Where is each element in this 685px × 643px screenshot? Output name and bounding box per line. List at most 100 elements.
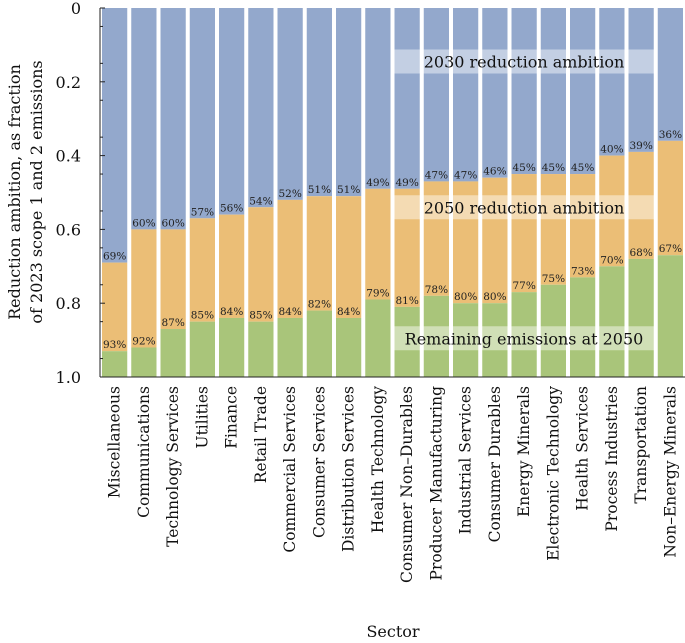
bar-2050-5: [248, 207, 274, 322]
category-label-12: Industrial Services: [457, 386, 475, 534]
category-label-14: Energy Minerals: [515, 386, 533, 517]
category-label-5: Retail Trade: [252, 386, 270, 483]
y-tick-label-4: 0.8: [56, 294, 81, 313]
category-label-2: Technology Services: [164, 386, 182, 547]
category-label-1: Communications: [135, 386, 153, 518]
label-2030-5: 54%: [249, 195, 272, 207]
bar-2050-9: [365, 188, 391, 300]
category-label-4: Finance: [223, 386, 241, 449]
bar-2050-11: [423, 181, 449, 296]
bar-2030-1: [131, 8, 157, 230]
bar-2050-7: [306, 196, 332, 311]
bar-2050-3: [189, 218, 215, 322]
bar-2050-18: [628, 151, 654, 259]
bar-2050-12: [453, 181, 479, 304]
bar-labels-group: 69% 93% 60% 92% 60% 87% 57% 85% 56% 84% 54% 85% 52% 8…: [103, 129, 682, 351]
bar-remaining-10: [394, 306, 420, 377]
label-2050-11: 78%: [425, 284, 448, 296]
category-label-11: Producer Manufacturing: [427, 386, 445, 581]
bar-2050-17: [599, 155, 625, 267]
category-label-17: Process Industries: [603, 386, 621, 532]
label-2030-9: 49%: [366, 177, 389, 189]
label-2050-4: 84%: [220, 306, 243, 318]
label-2030-13: 46%: [483, 166, 506, 178]
y-axis-title-line-0: Reduction ambition, as fraction: [5, 64, 24, 320]
label-2050-17: 70%: [600, 254, 623, 266]
category-label-18: Transportation: [632, 386, 650, 504]
label-2030-7: 51%: [308, 184, 331, 196]
bar-2030-8: [336, 8, 362, 197]
label-2050-5: 85%: [249, 310, 272, 322]
label-2050-12: 80%: [454, 291, 477, 303]
y-axis-title: Reduction ambition, as fraction of 2023 s…: [5, 60, 46, 323]
bar-2030-14: [511, 8, 537, 175]
bar-remaining-7: [306, 310, 332, 377]
category-label-7: Consumer Services: [310, 386, 328, 538]
bar-2030-12: [453, 8, 479, 182]
annotation-remaining-band: [393, 326, 655, 351]
bar-2030-19: [657, 8, 683, 141]
label-2030-3: 57%: [191, 206, 214, 218]
category-label-13: Consumer Durables: [486, 386, 504, 542]
bar-2030-18: [628, 8, 654, 152]
label-2050-16: 73%: [571, 265, 594, 277]
label-2050-8: 84%: [337, 306, 360, 318]
annotation-remaining: Remaining emissions at 2050: [405, 329, 644, 348]
label-2050-13: 80%: [483, 291, 506, 303]
label-2030-4: 56%: [220, 203, 243, 215]
label-2030-6: 52%: [278, 188, 301, 200]
bar-remaining-3: [189, 321, 215, 377]
category-label-3: Utilities: [193, 386, 211, 449]
category-label-10: Consumer Non–Durables: [398, 386, 416, 583]
bar-2050-1: [131, 229, 157, 348]
bar-2050-10: [394, 188, 420, 307]
label-2030-10: 49%: [395, 177, 418, 189]
bar-2050-13: [482, 177, 508, 304]
bar-2050-2: [160, 229, 186, 330]
bar-remaining-9: [365, 299, 391, 377]
y-tick-label-0: 0: [71, 0, 81, 18]
bar-2050-16: [570, 174, 596, 278]
y-tick-label-1: 0.2: [56, 73, 81, 92]
category-label-15: Electronic Technology: [544, 386, 562, 561]
bar-2030-7: [306, 8, 332, 197]
bar-remaining-5: [248, 321, 274, 377]
bar-2030-11: [423, 8, 449, 182]
label-2050-10: 81%: [395, 295, 418, 307]
label-2030-2: 60%: [161, 217, 184, 229]
y-axis-title-line-1: of 2023 scope 1 and 2 emissions: [27, 60, 46, 323]
bar-2030-9: [365, 8, 391, 189]
category-labels: Miscellaneous Communications Technology Se…: [106, 386, 680, 583]
category-label-8: Distribution Services: [340, 386, 358, 552]
label-2030-14: 45%: [512, 162, 535, 174]
bar-remaining-8: [336, 317, 362, 377]
label-2030-16: 45%: [571, 162, 594, 174]
label-2050-15: 75%: [542, 273, 565, 285]
label-2050-7: 82%: [308, 299, 331, 311]
annotation-2030: 2030 reduction ambition: [424, 53, 625, 72]
label-2030-8: 51%: [337, 184, 360, 196]
label-2050-2: 87%: [161, 317, 184, 329]
bar-2030-15: [540, 8, 566, 175]
bar-2030-5: [248, 8, 274, 208]
bar-remaining-11: [423, 295, 449, 377]
bar-2030-0: [102, 8, 128, 263]
x-axis-title: Sector: [366, 622, 419, 641]
bar-remaining-0: [102, 351, 128, 377]
bar-remaining-6: [277, 317, 303, 377]
annotation-2050: 2050 reduction ambition: [424, 198, 625, 217]
y-tick-label-3: 0.6: [56, 220, 81, 239]
label-2050-19: 67%: [659, 243, 682, 255]
series-annotations: 2030 reduction ambition 2050 reduction am…: [393, 49, 655, 351]
label-2050-9: 79%: [366, 288, 389, 300]
axes-group: 0 0.2 0.4 0.6 0.8 1.0: [56, 0, 685, 387]
label-2030-12: 47%: [454, 169, 477, 181]
bar-2030-10: [394, 8, 420, 189]
bar-2050-6: [277, 199, 303, 318]
annotation-2030-band: [393, 49, 655, 74]
bar-remaining-1: [131, 347, 157, 377]
label-2050-0: 93%: [103, 339, 126, 351]
bar-2030-2: [160, 8, 186, 230]
bar-2030-6: [277, 8, 303, 200]
